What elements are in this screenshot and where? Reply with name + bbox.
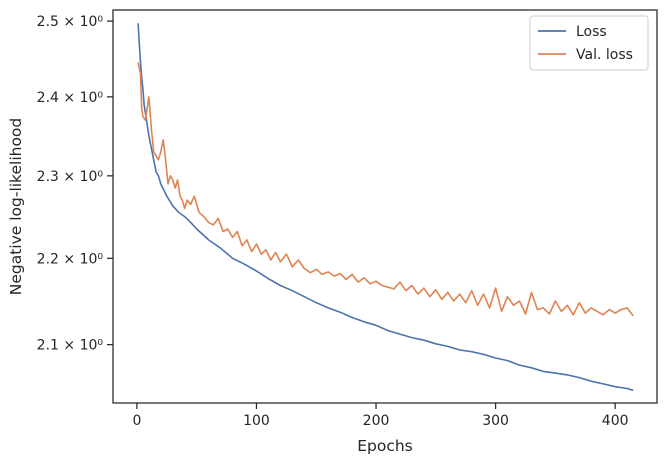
- y-tick-label: 2.1 × 10⁰: [37, 338, 104, 354]
- x-tick-label: 400: [602, 413, 629, 429]
- y-axis: 2.1 × 10⁰ 2.2 × 10⁰ 2.3 × 10⁰ 2.4 × 10⁰ 2.5 …: [37, 14, 113, 354]
- x-axis: 0 100 200 300 400: [132, 403, 629, 429]
- x-tick-label: 100: [243, 413, 270, 429]
- series-line-2: [137, 62, 634, 317]
- y-tick-label: 2.3 × 10⁰: [37, 169, 104, 185]
- legend: Loss Val. loss: [529, 15, 649, 71]
- plot-frame: [112, 9, 658, 404]
- plot-lines: [137, 23, 634, 392]
- x-axis-label: Epochs: [357, 437, 413, 455]
- y-axis-label: Negative log-likelihood: [7, 118, 25, 296]
- legend-box: [529, 15, 649, 71]
- x-tick-label: 200: [363, 413, 390, 429]
- x-tick-label: 300: [482, 413, 509, 429]
- y-tick-label: 2.2 × 10⁰: [37, 251, 104, 267]
- x-tick-label: 0: [132, 413, 141, 429]
- legend-label-2: Val. loss: [576, 47, 633, 63]
- y-tick-label: 2.4 × 10⁰: [37, 90, 104, 106]
- y-tick-label: 2.5 × 10⁰: [37, 14, 104, 30]
- legend-label-1: Loss: [576, 24, 607, 40]
- series-line-1: [137, 23, 634, 392]
